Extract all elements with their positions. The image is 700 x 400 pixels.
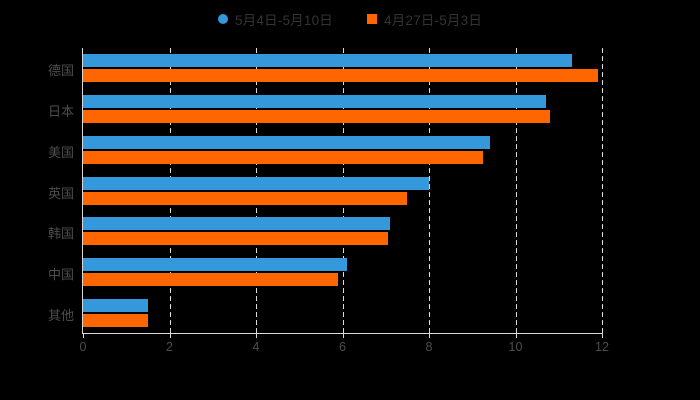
x-tick-mark — [342, 333, 344, 338]
bar-series-2[interactable] — [83, 232, 388, 246]
y-axis-label: 韩国 — [47, 226, 74, 242]
x-tick-label: 10 — [508, 340, 523, 354]
square-marker-icon — [367, 14, 377, 24]
gridline — [169, 48, 171, 333]
gridline — [515, 48, 517, 333]
bar-series-2[interactable] — [83, 110, 551, 124]
x-tick-label: 0 — [79, 340, 87, 354]
bar-series-1[interactable] — [83, 54, 572, 68]
x-tick-mark — [429, 333, 430, 338]
gridline — [256, 48, 257, 333]
bar-series-1[interactable] — [83, 217, 391, 231]
x-tick-mark — [169, 333, 171, 338]
bar-series-2[interactable] — [83, 313, 148, 327]
bar-series-2[interactable] — [83, 150, 484, 164]
legend-label-series-2: 4月27日-5月3日 — [384, 13, 483, 28]
bar-series-1[interactable] — [83, 298, 148, 312]
x-tick-label: 6 — [339, 340, 346, 354]
legend-item-series-1[interactable]: 5月4日-5月10日 — [217, 9, 333, 29]
legend-label-series-1: 5月4日-5月10日 — [234, 13, 333, 28]
x-tick-mark — [602, 333, 603, 338]
bar-series-2[interactable] — [83, 191, 408, 205]
x-tick-label: 4 — [252, 340, 260, 354]
y-axis-label: 英国 — [47, 185, 74, 201]
circle-marker-icon — [217, 14, 228, 24]
legend-item-series-2[interactable]: 4月27日-5月3日 — [367, 9, 482, 29]
chart-legend: 5月4日-5月10日 4月27日-5月3日 — [0, 8, 700, 30]
bar-series-1[interactable] — [83, 135, 490, 149]
y-axis-label: 日本 — [47, 104, 74, 120]
y-axis-label: 德国 — [47, 63, 74, 79]
y-axis-label: 美国 — [47, 144, 74, 160]
x-tick-mark — [83, 333, 84, 338]
bar-series-2[interactable] — [83, 272, 339, 286]
x-tick-label: 2 — [166, 340, 173, 354]
x-tick-label: 8 — [425, 340, 433, 354]
x-tick-mark — [256, 333, 257, 338]
y-axis-label: 中国 — [47, 266, 74, 282]
bar-series-1[interactable] — [83, 176, 429, 190]
bar-series-1[interactable] — [83, 95, 546, 109]
bar-series-2[interactable] — [83, 69, 598, 83]
gridline — [342, 48, 344, 333]
x-tick-label: 12 — [595, 340, 609, 354]
gridline — [602, 48, 603, 333]
x-tick-mark — [515, 333, 517, 338]
y-axis-line — [82, 48, 83, 333]
y-axis-label: 其他 — [47, 307, 74, 323]
plot-area: 0 2 4 6 8 10 12 — [80, 48, 609, 354]
bar-series-1[interactable] — [83, 257, 347, 271]
gridline — [429, 48, 430, 333]
